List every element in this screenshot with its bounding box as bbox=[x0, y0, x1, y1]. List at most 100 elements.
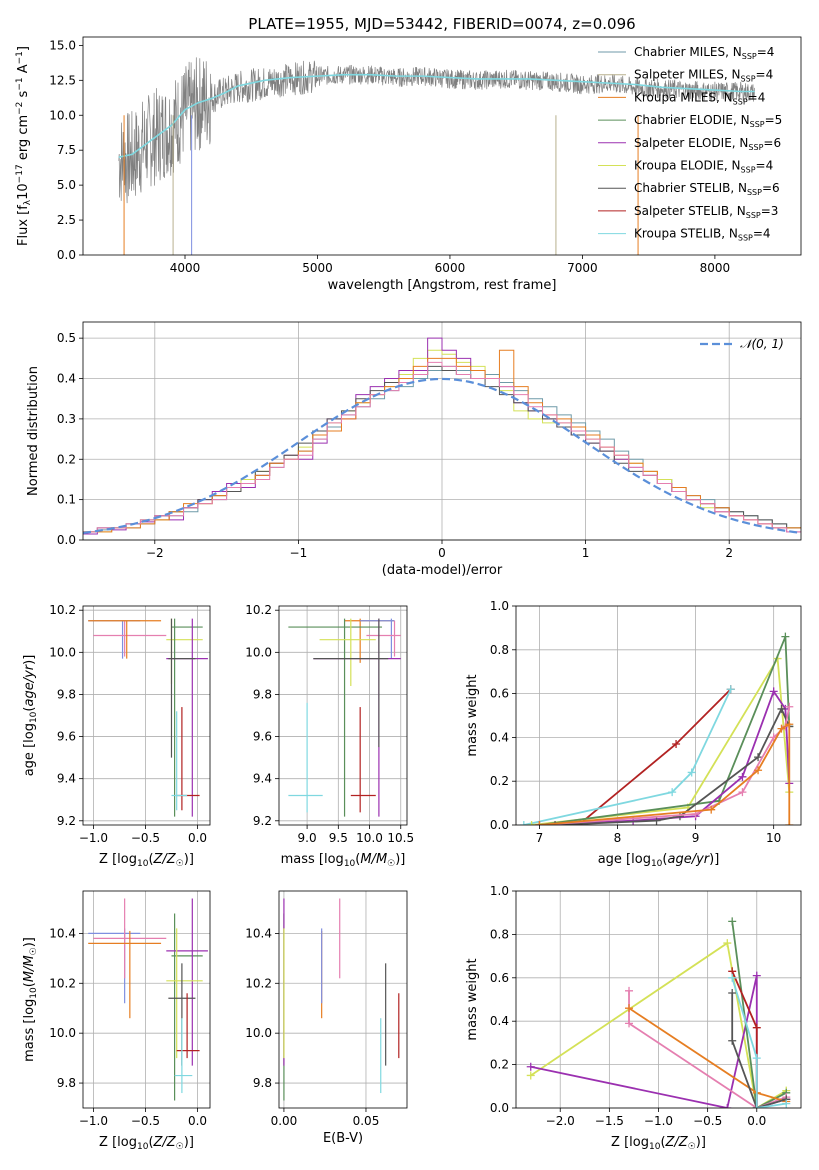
plot-area bbox=[118, 57, 755, 255]
data-point bbox=[785, 702, 794, 711]
y-tick-label: 9.6 bbox=[253, 730, 272, 744]
panel-age-vs-Z: −1.0 −0.5 0.0 9.2 9.4 9.6 9.8 10.0 10.2 Z [log10(… bbox=[22, 603, 211, 869]
x-tick-label: 10.0 bbox=[356, 831, 383, 845]
data-point bbox=[752, 1104, 761, 1108]
x-tick-label: −1.0 bbox=[79, 831, 108, 845]
x-axis-label: E(B-V) bbox=[323, 1131, 363, 1146]
y-tick-label: 10.2 bbox=[49, 976, 76, 990]
y-tick-label: 0.2 bbox=[57, 452, 76, 466]
series-line bbox=[531, 655, 791, 825]
data-point bbox=[752, 1054, 761, 1063]
x-tick-label: 0.0 bbox=[747, 1114, 766, 1128]
axes-frame bbox=[82, 890, 211, 1109]
data-point bbox=[728, 917, 737, 926]
panel-mass-vs-Z: −1.0 −0.5 0.0 9.8 10.0 10.2 10.4 Z [log10(Z/Z☉)… bbox=[22, 890, 211, 1152]
axes-frame bbox=[515, 605, 802, 826]
data-point bbox=[723, 1104, 732, 1108]
x-axis-label: mass [log10(M/M☉)] bbox=[281, 852, 406, 869]
y-tick-label: 2.5 bbox=[57, 213, 76, 227]
y-tick-label: 9.4 bbox=[253, 772, 272, 786]
data-point bbox=[625, 986, 634, 995]
data-point bbox=[777, 704, 786, 713]
data-point bbox=[652, 816, 661, 825]
plot-area bbox=[83, 337, 801, 535]
data-point bbox=[668, 788, 677, 797]
panel-mass-vs-ebv: 0.00 0.05 9.8 10.0 10.2 10.4 E(B-V) bbox=[245, 890, 408, 1146]
y-tick-label: 0.0 bbox=[490, 818, 509, 832]
y-tick-label: 0.4 bbox=[490, 1014, 509, 1028]
legend-label: Salpeter STELIB, NSSP=3 bbox=[634, 204, 778, 220]
data-point bbox=[526, 1071, 535, 1080]
data-point bbox=[781, 632, 790, 641]
y-tick-label: 10.2 bbox=[49, 603, 76, 617]
y-tick-label: 0.0 bbox=[490, 1101, 509, 1115]
y-tick-label: 10.2 bbox=[245, 976, 272, 990]
x-tick-label: −0.5 bbox=[693, 1114, 722, 1128]
y-tick-label: 10.0 bbox=[245, 645, 272, 659]
legend-label: Chabrier STELIB, NSSP=6 bbox=[634, 181, 780, 197]
y-tick-label: 10.0 bbox=[245, 1026, 272, 1040]
y-tick-label: 9.2 bbox=[57, 814, 76, 828]
axes-frame bbox=[278, 890, 408, 1109]
x-tick-label: 5000 bbox=[302, 261, 333, 275]
y-tick-label: 0.8 bbox=[490, 643, 509, 657]
series-line bbox=[577, 688, 732, 825]
figure-title: PLATE=1955, MJD=53442, FIBERID=0074, z=0… bbox=[248, 15, 635, 33]
legend-label: Kroupa ELODIE, NSSP=4 bbox=[634, 159, 773, 175]
x-tick-label: 8000 bbox=[700, 261, 731, 275]
histogram-series bbox=[83, 349, 801, 533]
y-axis-label: mass [log10(M/M☉)] bbox=[22, 937, 39, 1062]
x-axis-label: (data-model)/error bbox=[382, 563, 503, 578]
y-tick-label: 10.4 bbox=[49, 926, 76, 940]
x-tick-label: −1 bbox=[290, 546, 308, 560]
data-point bbox=[769, 687, 778, 696]
data-point bbox=[782, 1099, 791, 1108]
normal-curve-line bbox=[83, 377, 801, 535]
y-tick-label: 0.6 bbox=[490, 971, 509, 985]
data-point bbox=[777, 724, 786, 733]
y-tick-label: 9.6 bbox=[57, 730, 76, 744]
panel-massweight-vs-Z: −2.0 −1.5 −1.0 −0.5 0.0 0.0 0.2 0.4 0.6 0.8 1.0 mas… bbox=[465, 884, 802, 1152]
y-tick-label: 0.2 bbox=[490, 1058, 509, 1072]
x-tick-label: −1.0 bbox=[79, 1114, 108, 1128]
x-tick-label: 0 bbox=[438, 546, 446, 560]
data-point bbox=[738, 772, 747, 781]
model-spectrum-line bbox=[118, 73, 755, 158]
y-axis-label: Normed distribution bbox=[26, 366, 41, 496]
series-line bbox=[555, 706, 791, 825]
data-point bbox=[526, 1062, 535, 1071]
data-point bbox=[519, 821, 528, 825]
x-tick-label: 0.00 bbox=[271, 1114, 298, 1128]
observed-spectrum-line bbox=[118, 57, 755, 204]
series-line bbox=[539, 689, 791, 825]
x-axis-label: Z [log10(Z/Z☉)] bbox=[99, 852, 194, 869]
y-tick-label: 5.0 bbox=[57, 178, 76, 192]
x-tick-label: −2 bbox=[146, 546, 164, 560]
x-tick-label: 2 bbox=[725, 546, 733, 560]
data-point bbox=[754, 753, 763, 762]
axes-frame bbox=[82, 321, 802, 541]
y-axis-label: mass weight bbox=[465, 958, 480, 1040]
data-point bbox=[752, 1023, 761, 1032]
plot-area bbox=[519, 632, 794, 825]
plot-area bbox=[88, 618, 208, 817]
x-tick-label: 4000 bbox=[170, 261, 201, 275]
x-tick-label: 1 bbox=[582, 546, 590, 560]
x-tick-label: 9.0 bbox=[298, 831, 317, 845]
data-point bbox=[535, 821, 544, 825]
panel-residuals: −2 −1 0 1 2 0.0 0.1 0.2 0.3 0.4 0.5 𝒩(0, 1) (data-mo… bbox=[26, 321, 802, 578]
y-tick-label: 1.0 bbox=[490, 884, 509, 898]
x-tick-label: −0.5 bbox=[131, 831, 160, 845]
data-point bbox=[625, 1004, 634, 1013]
x-tick-label: 7 bbox=[536, 831, 544, 845]
x-tick-label: −1.0 bbox=[644, 1114, 673, 1128]
series-line bbox=[523, 688, 732, 825]
plot-area bbox=[526, 917, 791, 1108]
y-tick-label: 9.4 bbox=[57, 772, 76, 786]
axes-frame bbox=[278, 605, 408, 826]
data-point bbox=[625, 1019, 634, 1028]
legend-label: Kroupa MILES, NSSP=4 bbox=[634, 90, 765, 106]
legend-label: Kroupa STELIB, NSSP=4 bbox=[634, 227, 771, 243]
y-tick-label: 0.5 bbox=[57, 331, 76, 345]
